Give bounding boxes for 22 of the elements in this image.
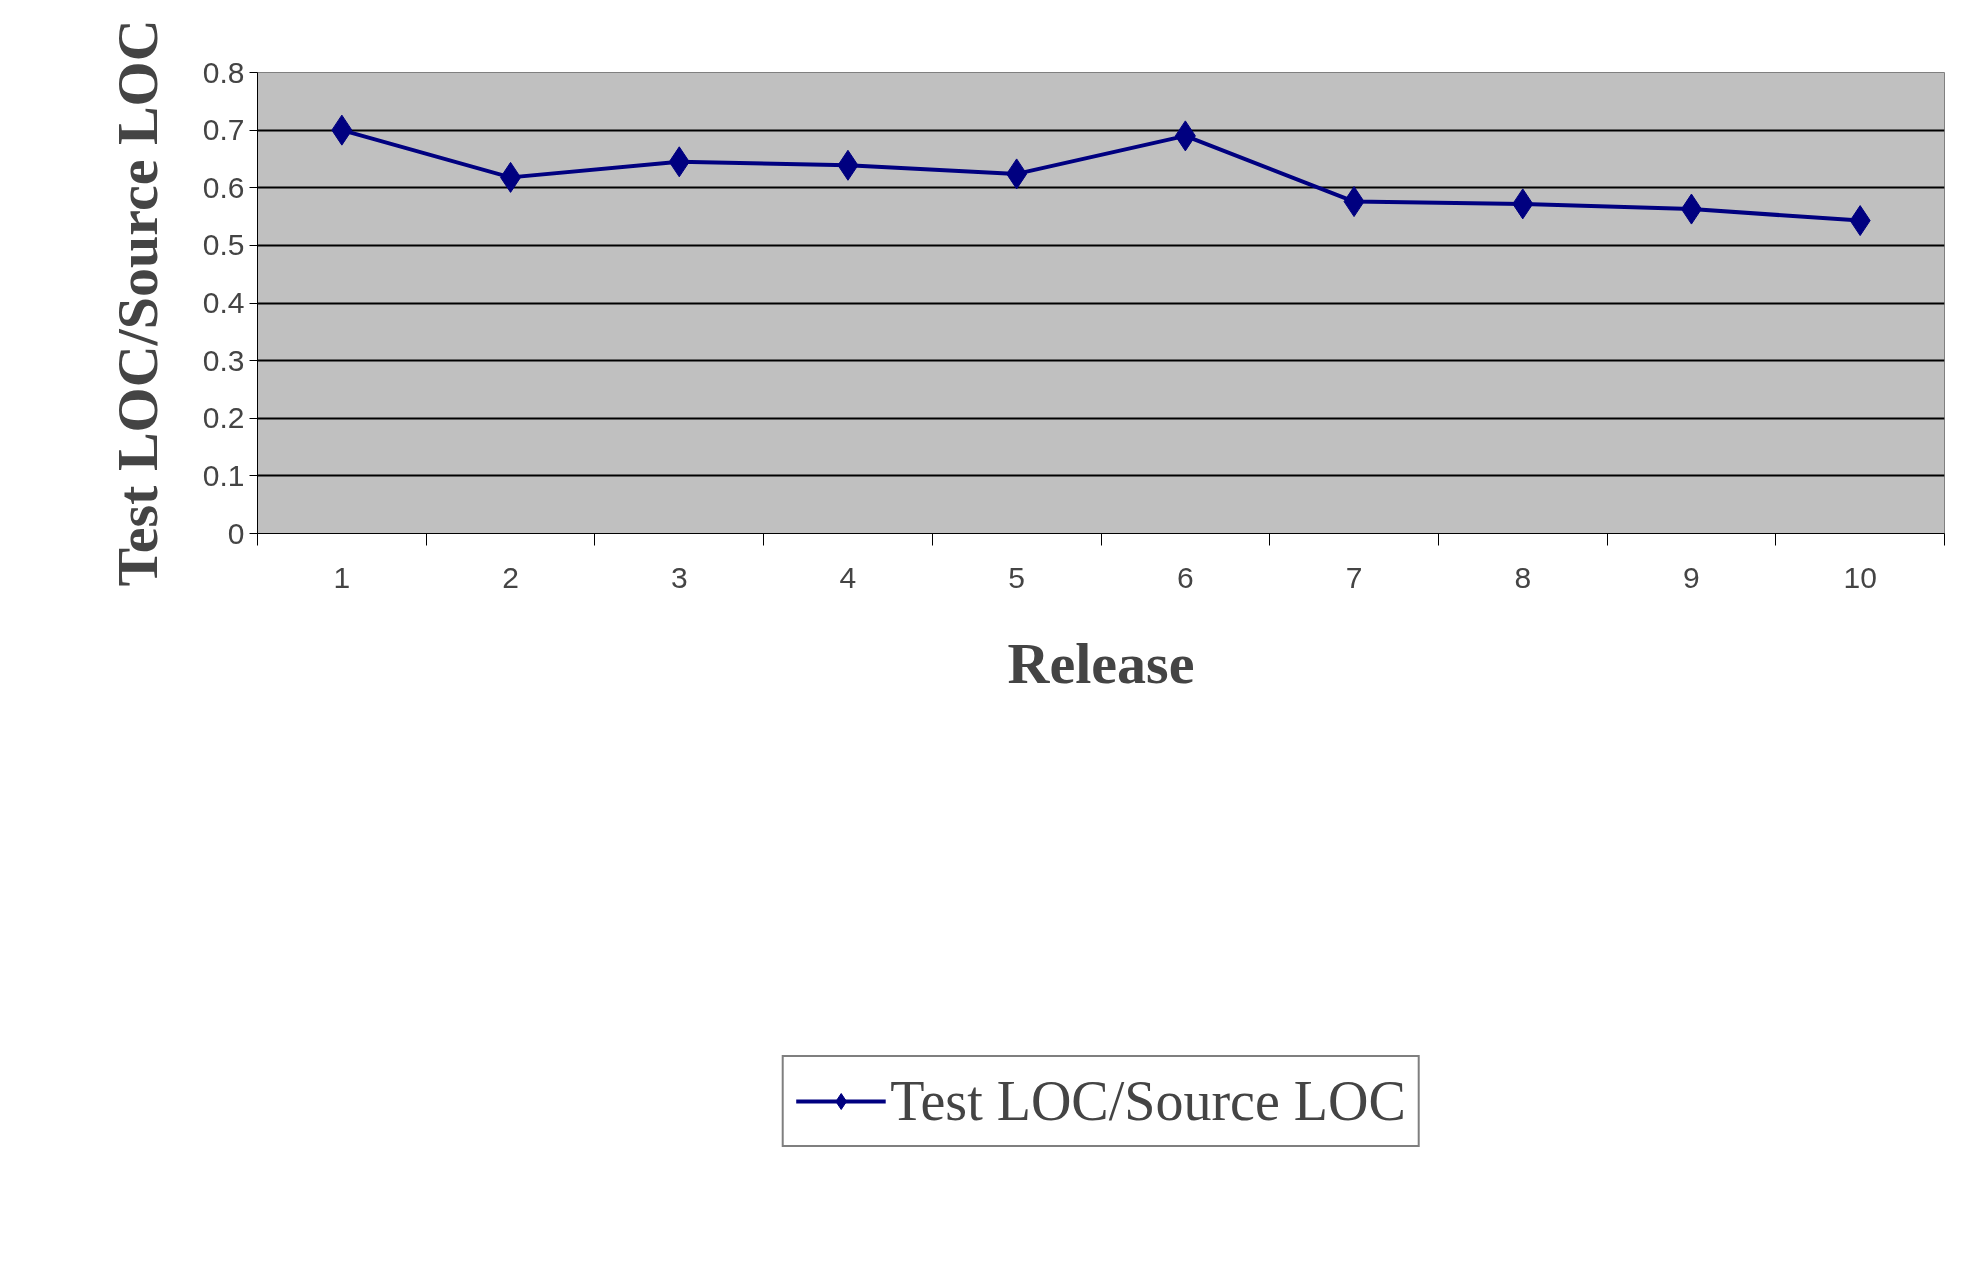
legend-label: Test LOC/Source LOC	[890, 1069, 1406, 1133]
y-tick-label: 0.2	[202, 401, 245, 435]
x-tick-label: 2	[502, 560, 519, 594]
x-tick-label: 5	[1008, 560, 1025, 594]
x-axis-title: Release	[1007, 630, 1195, 696]
x-tick-label: 9	[1683, 560, 1700, 594]
y-tick-label: 0.4	[202, 286, 245, 319]
x-tick-label: 4	[839, 560, 857, 594]
y-tick-label: 0.1	[202, 458, 245, 492]
x-tick-label: 6	[1177, 560, 1194, 594]
x-tick-label: 3	[670, 560, 688, 594]
y-tick-label: 0.8	[202, 55, 245, 89]
y-tick-label: 0.6	[202, 170, 245, 204]
y-tick-label: 0.7	[202, 113, 245, 147]
x-tick-label: 7	[1345, 560, 1363, 594]
x-tick-label: 8	[1514, 560, 1532, 594]
y-axis-title: Test LOC/Source LOC	[104, 19, 170, 587]
x-tick-label: 10	[1843, 560, 1877, 594]
y-tick-label: 0.3	[202, 343, 245, 377]
y-tick-label: 0.5	[202, 228, 245, 262]
x-tick-label: 1	[333, 560, 351, 594]
y-tick-label: 0	[227, 516, 245, 550]
